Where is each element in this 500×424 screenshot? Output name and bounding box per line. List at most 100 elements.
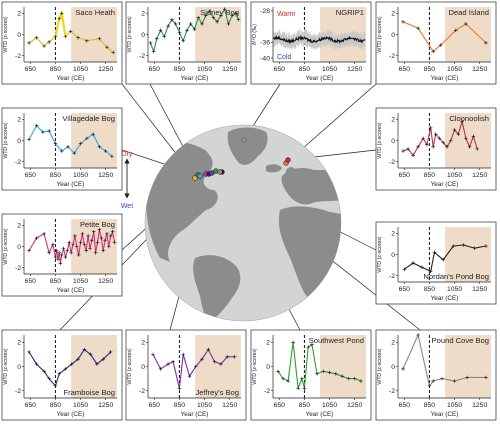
data-point xyxy=(452,128,457,132)
y-tick-label: -2 xyxy=(15,159,21,166)
europe-land xyxy=(281,168,341,205)
data-point xyxy=(151,49,156,54)
dry-label: Dry xyxy=(122,151,133,158)
data-point xyxy=(41,130,45,134)
data-point xyxy=(53,141,58,146)
data-point xyxy=(433,132,438,136)
data-point xyxy=(177,386,182,391)
panel-title: Jeffrey's Bog xyxy=(195,388,239,397)
x-tick-label: 1250 xyxy=(222,402,237,409)
x-axis-label: Year (CE) xyxy=(306,411,334,418)
shaded-period xyxy=(71,335,117,398)
data-point xyxy=(53,255,58,259)
shaded-period xyxy=(195,7,241,62)
x-tick-label: 850 xyxy=(174,66,186,73)
panel-title: Dead Island xyxy=(448,8,489,17)
data-point xyxy=(151,352,155,357)
y-axis-label: WTD (z-scores) xyxy=(127,348,133,385)
x-tick-label: 650 xyxy=(399,402,411,409)
data-point xyxy=(47,376,51,381)
series-line xyxy=(28,348,112,388)
data-point xyxy=(212,359,217,364)
data-point xyxy=(421,136,425,141)
data-point xyxy=(51,242,55,247)
data-point xyxy=(452,379,457,383)
x-tick-label: 1050 xyxy=(322,66,337,73)
data-point xyxy=(158,28,163,33)
data-point xyxy=(291,340,295,345)
data-point xyxy=(103,238,107,242)
y-tick-label: 2 xyxy=(391,231,395,238)
x-tick-label: 1050 xyxy=(447,66,462,73)
panel-title: Villagedale Bog xyxy=(62,114,115,123)
data-point xyxy=(484,41,488,45)
data-point xyxy=(53,384,58,388)
data-point xyxy=(302,386,307,391)
panel-title: Framboise Bog xyxy=(64,388,116,397)
data-point xyxy=(471,134,476,139)
data-point xyxy=(346,376,351,381)
panel-nordan: 650 850 1050 1250 -2 0 2 Year (CE) WTD (z-scores… xyxy=(375,221,497,305)
y-tick-label: 0 xyxy=(391,138,395,145)
x-tick-label: 650 xyxy=(149,402,161,409)
data-point xyxy=(219,362,223,366)
data-point xyxy=(286,379,290,383)
y-tick-label: 2 xyxy=(17,117,21,124)
data-point xyxy=(431,145,435,149)
data-point xyxy=(173,22,178,26)
x-tick-label: 1050 xyxy=(322,402,337,409)
x-tick-label: 650 xyxy=(274,66,286,73)
data-point xyxy=(58,261,63,266)
x-tick-label: 850 xyxy=(50,66,62,73)
x-axis-label: Year (CE) xyxy=(431,75,459,82)
data-point xyxy=(88,352,93,357)
data-point xyxy=(315,371,319,376)
wet-label: Wet xyxy=(121,203,133,210)
y-tick-label: -2 xyxy=(389,273,395,280)
data-point xyxy=(61,246,66,251)
data-point xyxy=(112,240,117,245)
globe-map xyxy=(144,124,342,322)
data-point xyxy=(420,265,424,269)
data-point xyxy=(105,45,109,49)
shaded-period xyxy=(445,7,491,62)
data-point xyxy=(95,240,100,245)
data-point xyxy=(53,34,58,39)
data-point xyxy=(321,369,326,374)
y-axis-label: WTD (z-scores) xyxy=(3,122,9,159)
data-point xyxy=(63,255,68,259)
data-point xyxy=(467,145,472,149)
x-axis-label: Year (CE) xyxy=(306,75,334,82)
data-point xyxy=(101,248,105,253)
data-point xyxy=(91,132,95,136)
data-point xyxy=(171,359,175,364)
iceland-land xyxy=(266,164,282,173)
data-point xyxy=(101,357,105,362)
y-tick-label: 2 xyxy=(391,340,395,347)
y-axis-label: WTD (z-scores) xyxy=(127,16,133,53)
y-tick-label: 0 xyxy=(266,364,270,371)
data-point xyxy=(154,36,159,41)
data-point xyxy=(232,355,237,359)
data-point xyxy=(432,250,437,255)
data-point xyxy=(107,244,111,249)
data-point xyxy=(306,345,310,349)
x-tick-label: 1250 xyxy=(98,66,113,73)
y-tick-label: -2 xyxy=(389,388,395,395)
shaded-period xyxy=(320,335,366,398)
data-point xyxy=(464,22,468,26)
data-point xyxy=(82,347,87,352)
site-marker-poundcove xyxy=(217,169,223,175)
data-point xyxy=(86,234,90,238)
data-point xyxy=(66,145,70,149)
y-tick-label: 0 xyxy=(141,32,145,39)
y-tick-label: -36 xyxy=(260,40,270,47)
x-tick-label: 1050 xyxy=(447,286,462,293)
data-point xyxy=(27,41,31,45)
x-tick-label: 850 xyxy=(424,286,436,293)
panel-dead: 650 850 1050 1250 -2 0 2 Year (CE) WTD (z-scores… xyxy=(375,1,497,85)
data-point xyxy=(441,140,446,145)
data-point xyxy=(65,248,70,253)
y-axis-label: WTD (z-scores) xyxy=(377,122,383,159)
data-point xyxy=(105,232,109,236)
